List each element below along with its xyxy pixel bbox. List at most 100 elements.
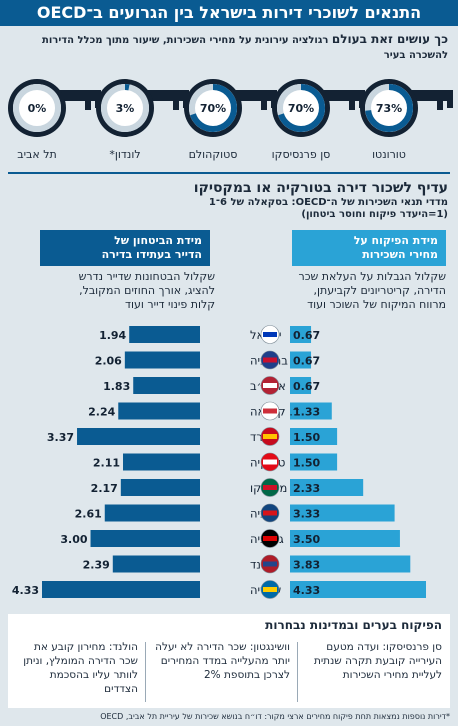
key-ring-track [13,84,61,132]
bar-control [290,504,395,522]
value-label-security: 2.24 [88,406,115,419]
security-header-line1: מידת הביטחון של [114,234,202,247]
flag-stripe [263,510,277,516]
section-title: עדיף לשכור דירה בטורקיה או במקסיקו [193,180,448,196]
security-desc-line: להציג, אורך החוזים המקובל, [79,284,215,297]
bar-control [290,453,338,471]
value-label-control: 0.67 [293,355,320,368]
page-title: התנאים לשוכרי דירות בישראל בין הגרועים ב… [0,0,458,26]
note-netherlands: הולנד: מחירון קובע את שכר הדירה המומלץ, … [23,641,138,695]
control-desc-line: מרווח המיקוח של השוכר ועוד [307,298,446,311]
bar-control [290,402,332,420]
bar-security [129,326,200,343]
security-column-header: מידת הביטחון של הדייר בעתידו בדירה [40,230,210,266]
security-desc-line: קלות פינוי דייר ועוד [125,298,215,311]
city-percent-label: 70% [288,102,314,115]
key-tooth [173,101,179,110]
source-footer: *דירות נוספות נמצאות תחת פיקוח מחירים אר… [100,712,450,721]
city-name: תל אביב [17,148,57,161]
flag-stripe [263,459,277,465]
key-tooth [271,101,277,108]
flag-stripe [263,536,277,541]
value-label-control: 1.50 [293,431,320,444]
security-desc-line: שקלול הבטחונות שדייר נדרש [78,270,215,283]
city-name: טורונטו [372,148,406,161]
value-label-security: 2.39 [83,559,110,572]
flag-stripe [263,485,277,490]
value-label-security: 3.37 [47,431,74,444]
key-shaft [409,90,453,101]
bar-control [290,479,364,496]
value-label-control: 0.67 [293,380,320,393]
value-label-control: 1.33 [293,406,320,419]
key-tooth [183,101,189,108]
bar-security [120,479,200,496]
rental-conditions-chart: 0.671.94ישראל0.672.06בריטניה0.671.83ארה״… [12,325,426,599]
value-label-security: 2.11 [93,457,120,470]
key-tooth [349,101,355,110]
key-icon: 3% [96,79,189,137]
value-label-control: 3.33 [293,508,320,521]
control-desc-line: הדירה, קריטריונים לקביעתן, [313,284,446,297]
flag-stripe [263,587,277,592]
bar-control [290,377,312,394]
section-subtitle: מדדי תנאי השכירות של ה־OECD: בסקאלה של 6… [209,197,448,221]
key-tooth [85,101,91,110]
value-label-security: 2.61 [75,508,102,521]
key-ring-fill [189,84,237,132]
bar-security [42,581,200,598]
bar-security [133,377,200,394]
city-name: סטוקהולם [188,148,238,161]
flag-stripe [263,383,277,388]
value-label-control: 1.50 [293,457,320,470]
section-subtitle-line1: מדדי תנאי השכירות של ה־OECD: בסקאלה של 6… [208,197,448,208]
key-ring-bg [101,84,149,132]
key-ring-bg [277,84,325,132]
bar-control [290,428,338,445]
key-ring-bg [365,84,413,132]
key-ring-bg [189,84,237,132]
bar-security [124,351,200,369]
bar-security [112,555,200,573]
value-label-control: 4.33 [293,584,320,597]
note-washington: וושינגטון: שכר הדירה לא יעלה יותר מהעליי… [155,641,290,681]
value-label-control: 2.33 [293,482,320,495]
flag-stripe [263,408,277,414]
value-label-control: 3.50 [293,533,320,546]
bar-control [290,581,426,598]
key-icon: 0% [8,79,101,137]
intro-lead: כך עושים זאת בעולם [331,32,448,46]
notes-box: הפיקוח בערים ובמדינות נבחרות סן פרנסיסקו… [8,614,450,708]
value-label-security: 2.17 [91,482,118,495]
value-label-security: 1.83 [103,380,130,393]
bar-security [90,530,200,547]
city-percent-label: 70% [200,102,226,115]
key-icon: 73% [360,79,453,137]
bar-security [118,402,200,420]
control-desc-line: שקלול הגבלות על העלאת שכר [298,270,446,283]
control-column-description: שקלול הגבלות על העלאת שכר הדירה, קריטריו… [266,270,446,312]
flag-stripe [263,357,277,363]
key-tooth [437,101,443,110]
section-divider [8,172,450,174]
key-icon: 70% [272,79,365,137]
key-shaft [321,90,365,101]
key-shaft [233,90,277,101]
key-icon: 70% [184,79,277,137]
control-header-line1: מידת הפיקוח על [353,234,438,247]
key-tooth [95,101,101,108]
section-subtitle-line2: (1=היעדר פיקוח וחוסר ביטחון) [301,209,448,220]
flag-stripe [263,332,277,337]
value-label-control: 0.67 [293,329,320,342]
bar-control [290,351,312,369]
value-label-security: 4.33 [12,584,39,597]
note-san-francisco: סן פרנסיסקו: ועדה מטעם העירייה קובעת תקר… [313,641,442,681]
bar-control [290,555,411,573]
bar-control [290,530,400,547]
key-shaft [57,90,101,101]
value-label-security: 1.94 [99,329,126,342]
value-label-security: 3.00 [60,533,87,546]
control-header-line2: מחירי השכירות [362,248,438,261]
bar-control [290,326,312,343]
